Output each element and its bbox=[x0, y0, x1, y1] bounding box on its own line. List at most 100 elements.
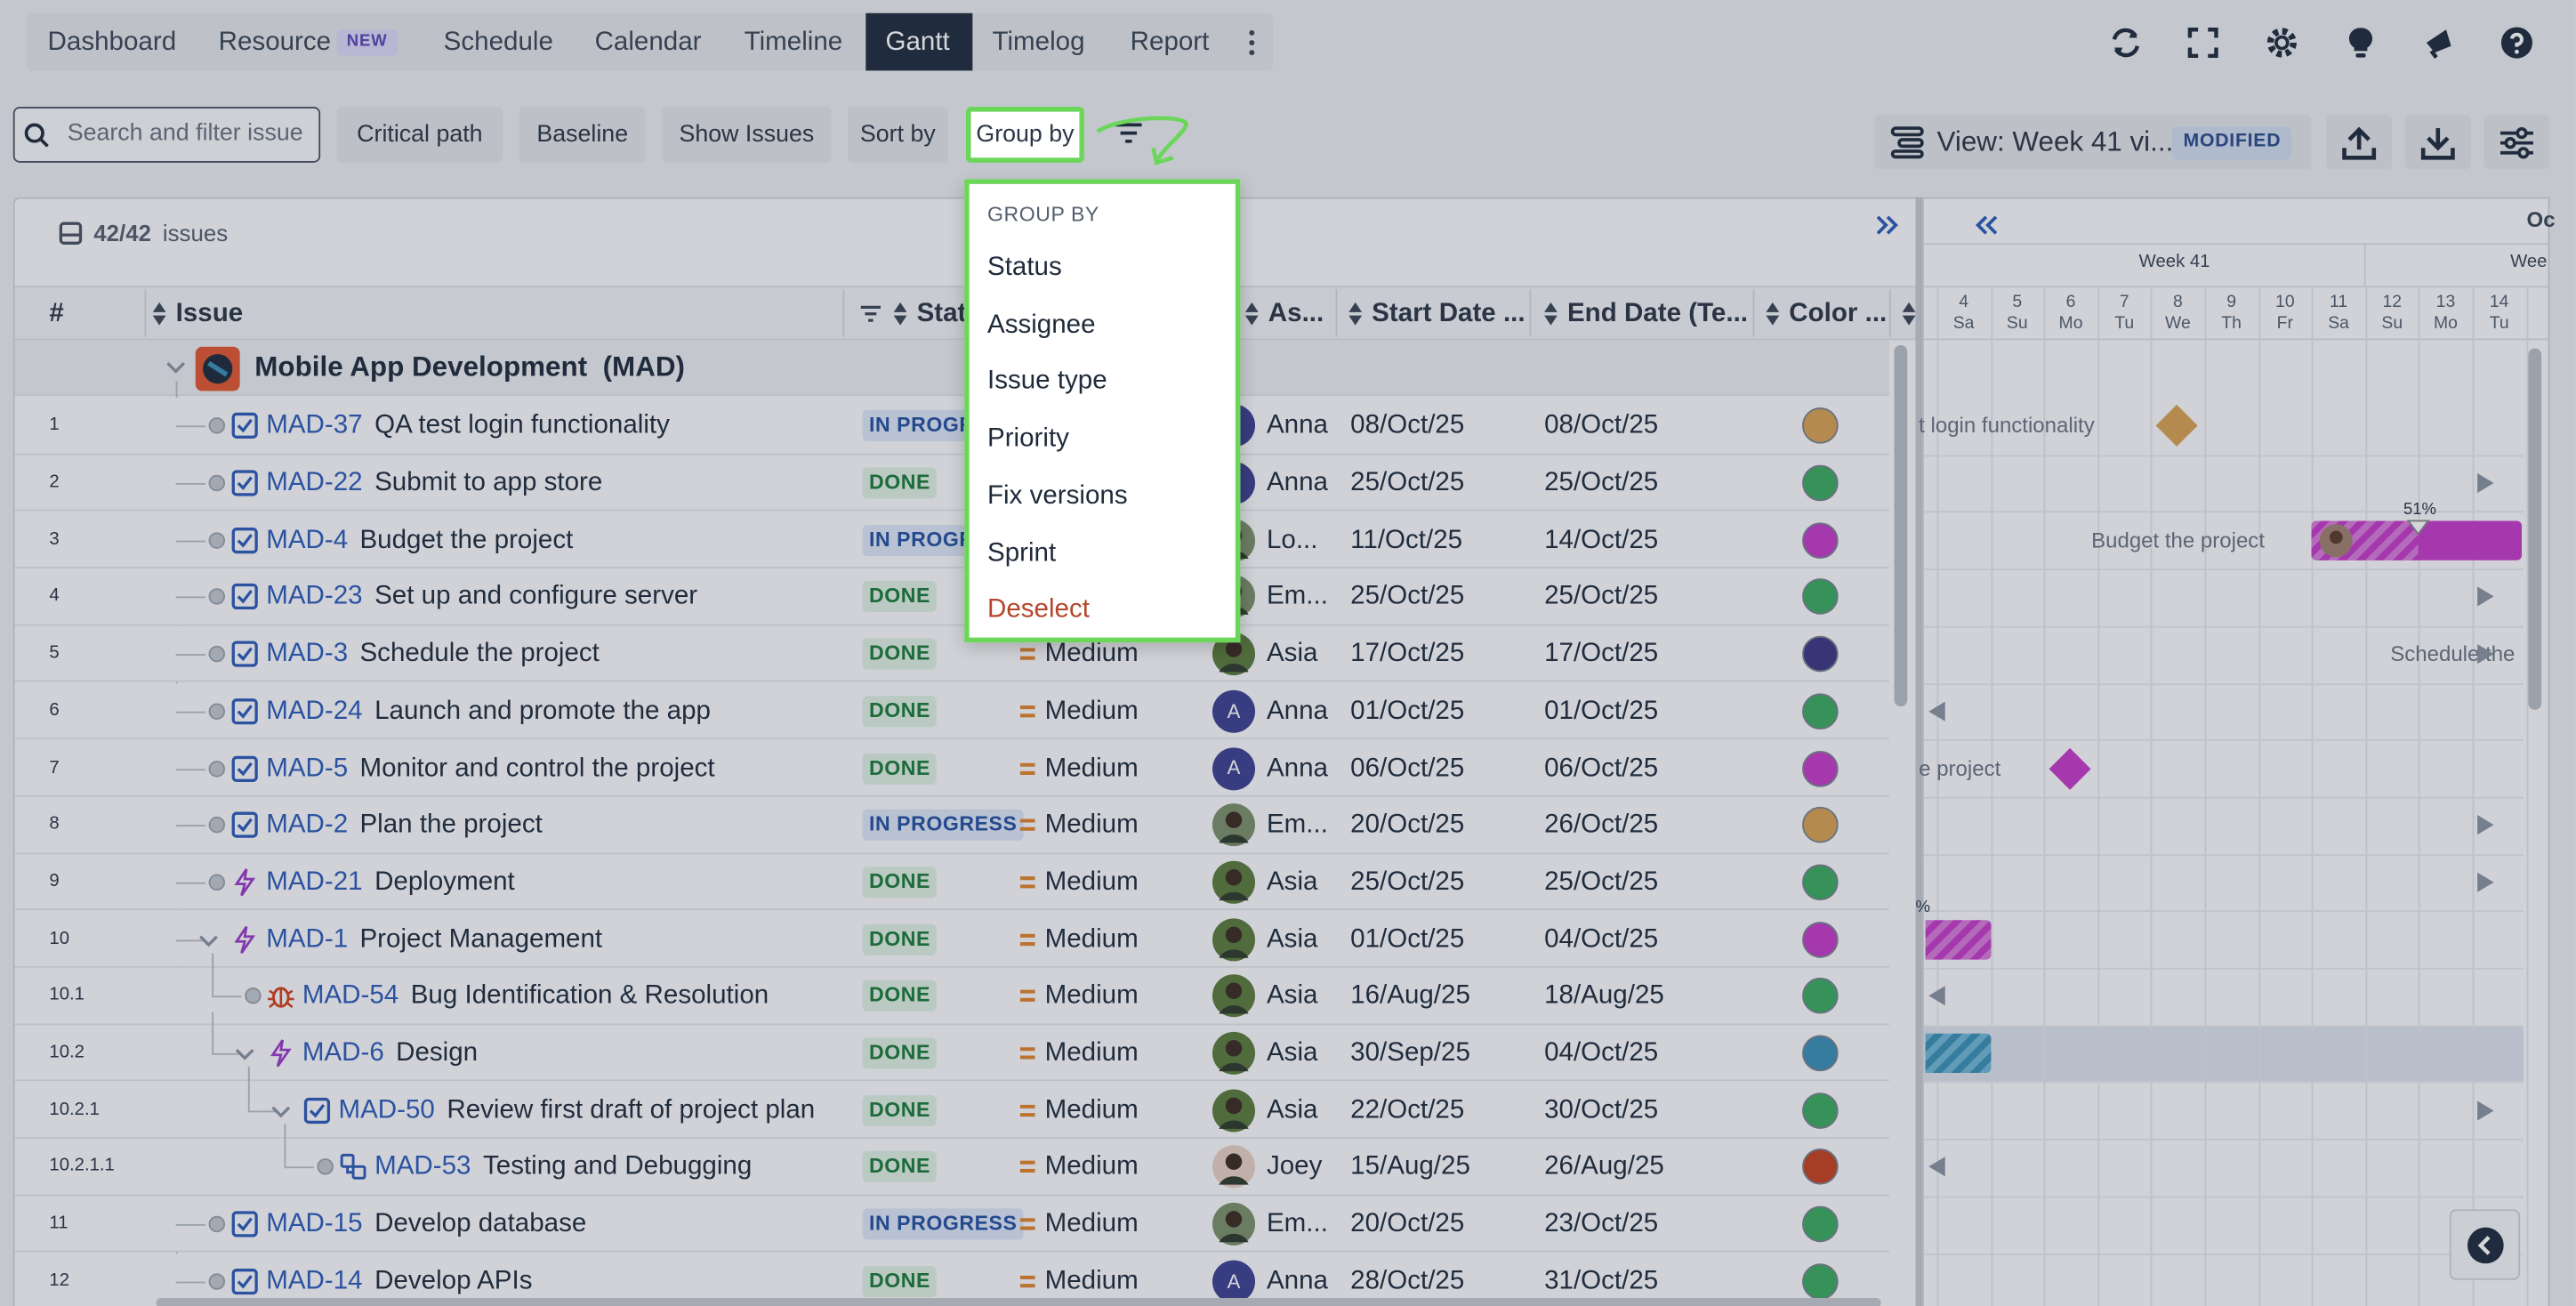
priority-icon-part bbox=[1019, 1047, 1035, 1060]
tree-line bbox=[212, 955, 214, 996]
issue-summary: Budget the project bbox=[359, 526, 574, 554]
column-header-label[interactable]: Color ... bbox=[1789, 299, 1888, 328]
dropdown-option[interactable]: Status bbox=[986, 254, 1062, 282]
dropdown-option[interactable]: Assignee bbox=[986, 310, 1096, 339]
tree-node bbox=[208, 417, 226, 435]
issue-key[interactable]: MAD-24 bbox=[266, 697, 363, 725]
row-number: 12 bbox=[49, 1270, 70, 1291]
priority-icon bbox=[1019, 1047, 1035, 1060]
scroll-button-icon bbox=[2467, 1227, 2504, 1264]
nav-tab[interactable]: Schedule bbox=[443, 28, 553, 57]
column-divider bbox=[144, 289, 147, 337]
issue-summary: Develop database bbox=[374, 1210, 587, 1238]
action-icon-part bbox=[2347, 126, 2371, 150]
dropdown-option[interactable]: Priority bbox=[986, 424, 1069, 453]
dropdown-option[interactable]: Issue type bbox=[986, 367, 1107, 396]
more-icon bbox=[1249, 29, 1255, 56]
offscreen-arrow-part bbox=[2477, 644, 2494, 665]
column-divider bbox=[1888, 289, 1891, 337]
issue-key[interactable]: MAD-15 bbox=[266, 1210, 363, 1238]
view-icon-part bbox=[1890, 126, 1924, 137]
hint-arrow bbox=[1096, 116, 1188, 165]
dropdown-deselect[interactable]: Deselect bbox=[986, 595, 1090, 625]
priority-icon-part bbox=[1019, 1275, 1035, 1287]
issue-key[interactable]: MAD-3 bbox=[266, 640, 349, 668]
nav-tab[interactable]: Timeline bbox=[744, 28, 843, 57]
issue-type-icon-part bbox=[268, 989, 294, 1009]
issue-type-icon bbox=[231, 697, 258, 725]
issue-key[interactable]: MAD-2 bbox=[266, 810, 349, 840]
issue-summary: QA test login functionality bbox=[374, 412, 670, 440]
gantt-bar-label: % bbox=[1915, 899, 1930, 917]
issue-key[interactable]: MAD-1 bbox=[266, 924, 349, 954]
issue-key[interactable]: MAD-21 bbox=[266, 867, 363, 897]
dropdown-option[interactable]: Fix versions bbox=[986, 481, 1128, 510]
toolbar-button[interactable]: Sort by bbox=[848, 107, 948, 163]
row-number: 10.2.1.1 bbox=[49, 1156, 115, 1177]
issue-key[interactable]: MAD-4 bbox=[266, 526, 349, 554]
toolbar-button[interactable]: Baseline bbox=[519, 107, 646, 163]
toolbar-icon bbox=[2348, 28, 2373, 58]
offscreen-arrow-part bbox=[1928, 701, 1945, 722]
column-header-label[interactable]: Issue bbox=[175, 299, 244, 328]
issue-summary: Review first draft of project plan bbox=[447, 1096, 816, 1125]
end-date: 23/Oct/25 bbox=[1544, 1210, 1659, 1238]
issue-type-icon-part bbox=[309, 1103, 326, 1118]
issue-key[interactable]: MAD-37 bbox=[266, 412, 363, 440]
gantt-bar[interactable] bbox=[1925, 919, 1992, 959]
end-date: 26/Oct/25 bbox=[1544, 810, 1659, 840]
nav-tab[interactable]: Calendar bbox=[594, 28, 702, 57]
group-by-button[interactable]: Group by bbox=[965, 107, 1084, 163]
issue-summary: Submit to app store bbox=[374, 469, 603, 497]
issue-type-icon-part bbox=[231, 812, 258, 839]
priority-icon-part bbox=[1019, 1218, 1035, 1230]
row-number: 1 bbox=[49, 415, 60, 435]
issue-key[interactable]: MAD-53 bbox=[374, 1153, 471, 1181]
search-box[interactable] bbox=[12, 107, 321, 163]
issue-key[interactable]: MAD-6 bbox=[302, 1039, 384, 1068]
more-icon-part bbox=[1249, 50, 1255, 56]
column-divider bbox=[842, 289, 845, 337]
issue-key[interactable]: MAD-50 bbox=[338, 1096, 435, 1125]
avatar-photo-part bbox=[1219, 664, 1249, 673]
nav-tab[interactable]: Gantt bbox=[885, 28, 950, 57]
row-number: 7 bbox=[49, 757, 60, 778]
search-icon-part bbox=[39, 138, 49, 148]
dropdown-option[interactable]: Sprint bbox=[986, 538, 1057, 568]
offscreen-arrow-part bbox=[2477, 1100, 2494, 1121]
gantt-bar[interactable] bbox=[1925, 1033, 1992, 1074]
nav-tab[interactable]: Timelog bbox=[992, 28, 1085, 57]
gantt-row-line bbox=[1923, 512, 2524, 513]
column-header-label[interactable]: Stat bbox=[916, 299, 967, 328]
issue-type-icon-part bbox=[231, 1211, 258, 1237]
offscreen-arrow bbox=[1928, 986, 1945, 1006]
priority-icon-part bbox=[1019, 933, 1035, 946]
column-header-label[interactable]: As... bbox=[1268, 299, 1324, 328]
gantt-row-line bbox=[1923, 1139, 2524, 1141]
issue-key[interactable]: MAD-54 bbox=[302, 981, 399, 1011]
nav-tab[interactable]: Report bbox=[1130, 28, 1210, 57]
tree-connector bbox=[284, 1167, 314, 1169]
nav-tab[interactable]: Dashboard bbox=[47, 28, 177, 57]
column-header-label[interactable]: Start Date ... bbox=[1372, 299, 1525, 328]
priority: Medium bbox=[1044, 1153, 1139, 1181]
nav-tab[interactable]: Resource bbox=[218, 28, 332, 57]
issue-key[interactable]: MAD-22 bbox=[266, 469, 363, 497]
toolbar-icon-part bbox=[2509, 32, 2524, 47]
toolbar-icon-part bbox=[2348, 28, 2373, 52]
column-header-label[interactable]: End Date (Te... bbox=[1566, 299, 1748, 328]
priority-icon bbox=[1019, 762, 1035, 775]
sort-icon bbox=[1244, 302, 1259, 326]
avatar-photo bbox=[1212, 1089, 1256, 1133]
toolbar-button[interactable]: Critical path bbox=[336, 107, 503, 163]
priority: Medium bbox=[1044, 1096, 1139, 1125]
day-date: 11 bbox=[2329, 292, 2348, 312]
issue-key[interactable]: MAD-14 bbox=[266, 1267, 363, 1295]
status-badge: IN PROGRESS bbox=[862, 810, 1024, 842]
issue-key[interactable]: MAD-5 bbox=[266, 754, 349, 783]
gantt-week: Week 41 bbox=[2138, 252, 2210, 272]
hint-arrow-part bbox=[1151, 147, 1174, 165]
issue-key[interactable]: MAD-23 bbox=[266, 583, 363, 611]
toolbar-button[interactable]: Show Issues bbox=[662, 107, 832, 163]
sort-icon-part bbox=[152, 302, 166, 326]
